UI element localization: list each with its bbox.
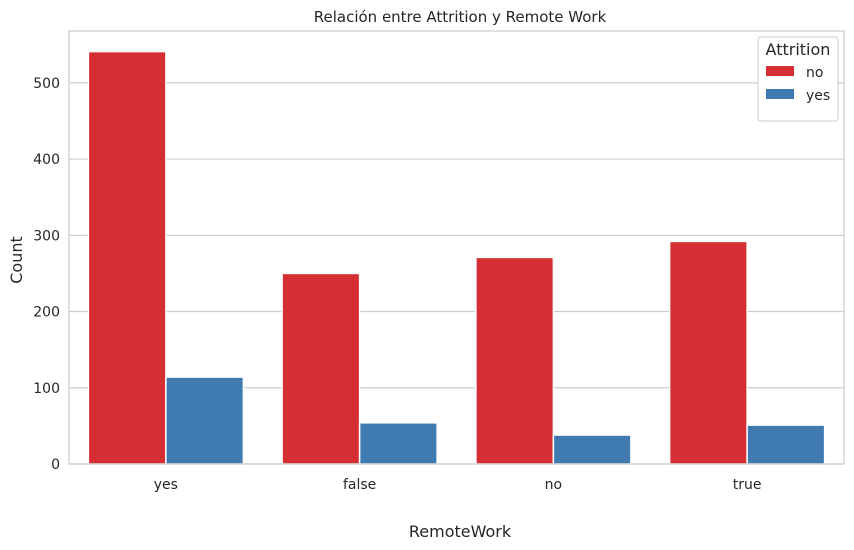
bar-yes-yes (165, 376, 245, 465)
y-tick-label: 100 (33, 381, 60, 397)
y-axis-ticks: 0 100 200 300 400 500 (33, 76, 60, 473)
y-tick-label: 200 (33, 305, 60, 321)
legend-swatch-yes (766, 89, 794, 99)
legend-label-no: no (806, 65, 823, 81)
x-axis-ticks: yes false no true (154, 477, 762, 493)
legend-swatch-no (766, 66, 794, 76)
legend-box (757, 36, 839, 122)
bar-no-yes (87, 50, 167, 465)
x-tick-label: false (343, 477, 376, 493)
bar-yes-no (552, 434, 632, 465)
bars (87, 50, 826, 465)
plot-frame (68, 30, 845, 465)
legend-title: Attrition (766, 40, 831, 59)
x-tick-label: yes (154, 477, 178, 493)
legend: Attrition no yes (757, 36, 839, 122)
y-axis-label: Count (7, 236, 26, 284)
bar-yes-true (746, 424, 826, 465)
bar-no-false (281, 272, 361, 465)
legend-label-yes: yes (806, 88, 830, 104)
chart-title: Relación entre Attrition y Remote Work (314, 8, 607, 26)
bar-no-true (668, 240, 748, 465)
x-tick-label: true (733, 477, 762, 493)
y-tick-label: 300 (33, 228, 60, 244)
x-tick-label: no (545, 477, 562, 493)
y-tick-label: 0 (51, 457, 60, 473)
x-axis-label: RemoteWork (409, 522, 512, 541)
y-tick-label: 400 (33, 152, 60, 168)
y-tick-label: 500 (33, 76, 60, 92)
bar-no-no (475, 256, 555, 465)
bar-yes-false (358, 422, 438, 465)
